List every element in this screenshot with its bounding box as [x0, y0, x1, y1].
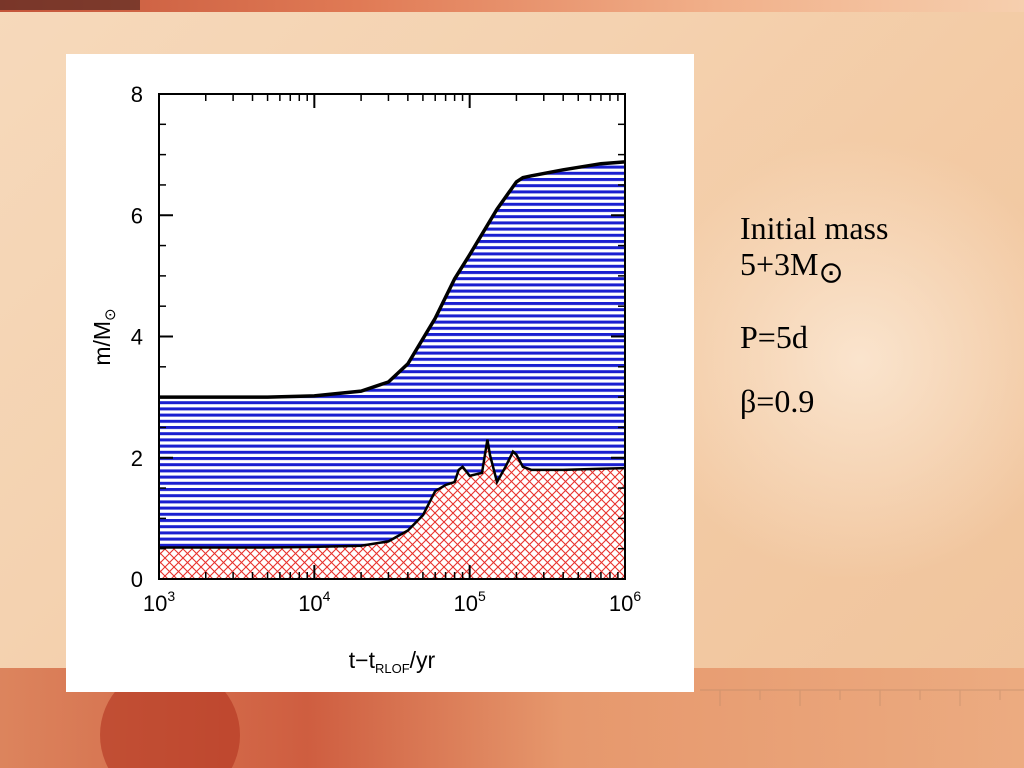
ruler-decor: [700, 689, 1024, 706]
background-glow: [640, 140, 1024, 580]
plot-panel: 103 104 105 106 0 2 4 6 8 t−tRLOF/yr m/M⊙: [66, 54, 694, 692]
y-tick-label: 2: [131, 446, 143, 471]
x-tick-label: 104: [298, 588, 330, 616]
x-tick-label: 106: [609, 588, 641, 616]
orbital-period: P=5d: [740, 319, 808, 356]
y-tick-label: 4: [131, 325, 143, 350]
x-tick-label: 105: [454, 588, 486, 616]
top-dark-accent: [0, 0, 140, 10]
core-mass-area: [159, 439, 625, 579]
total-mass-curve: [159, 160, 625, 399]
initial-mass-value: 5+3M⊙: [740, 246, 1000, 291]
initial-mass-label: Initial mass: [740, 210, 889, 246]
beta-parameter: β=0.9: [740, 383, 815, 420]
x-major-ticks: 103 104 105 106: [143, 94, 641, 616]
x-axis-title: t−tRLOF/yr: [349, 647, 436, 676]
y-tick-label: 8: [131, 82, 143, 107]
top-decor-band: [0, 0, 1024, 12]
x-tick-label: 103: [143, 588, 175, 616]
parameter-notes: Initial mass 5+3M⊙ P=5d β=0.9: [740, 210, 1000, 447]
y-tick-label: 6: [131, 203, 143, 228]
y-axis-title: m/M⊙: [89, 308, 119, 365]
core-mass-curve: [159, 439, 625, 549]
x-minor-ticks: [205, 94, 619, 579]
solar-symbol: ⊙: [818, 256, 844, 290]
y-tick-label: 0: [131, 567, 143, 592]
initial-mass-number: 5+3M: [740, 246, 819, 282]
mass-evolution-chart: 103 104 105 106 0 2 4 6 8 t−tRLOF/yr m/M⊙: [89, 82, 641, 676]
y-ticks: 0 2 4 6 8: [131, 82, 625, 592]
